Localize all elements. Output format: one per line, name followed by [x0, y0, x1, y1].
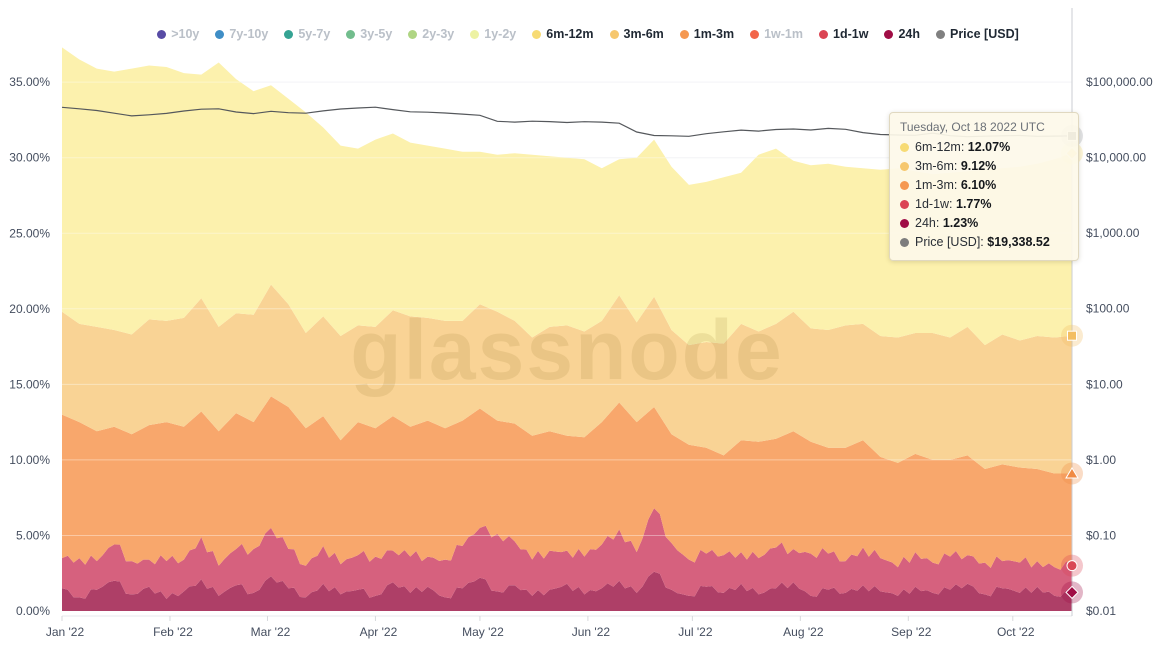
- x-axis-label: Aug '22: [783, 625, 824, 639]
- y-axis-left-label: 35.00%: [9, 75, 50, 89]
- tooltip-series-dot-icon: [900, 162, 909, 171]
- legend-item-price-usd[interactable]: Price [USD]: [935, 27, 1019, 41]
- x-axis-label: Jan '22: [46, 625, 85, 639]
- x-axis-label: Jul '22: [678, 625, 713, 639]
- y-axis-right-label: $0.10: [1086, 528, 1116, 542]
- y-axis-right-label: $10,000.00: [1086, 151, 1146, 165]
- legend-label: 1y-2y: [484, 27, 517, 41]
- area-24h[interactable]: [62, 571, 1072, 611]
- tooltip-date: Tuesday, Oct 18 2022 UTC: [900, 120, 1045, 134]
- y-axis-left-label: 15.00%: [9, 377, 50, 391]
- tooltip-row-price-usd: Price [USD]: $19,338.52: [900, 233, 1068, 252]
- y-axis-right-label: $10.00: [1086, 377, 1123, 391]
- legend-dot-icon: [884, 29, 894, 39]
- legend-dot-icon: [284, 29, 294, 39]
- legend-item-24h[interactable]: 24h: [884, 27, 920, 41]
- chart-legend: >10y 7y-10y 5y-7y 3y-5y 2y-3y 1y-2y 6m-12m 3m-6…: [0, 27, 1176, 41]
- legend-label: 1d-1w: [833, 27, 869, 41]
- legend-dot-icon: [750, 29, 760, 39]
- tooltip-row-1d-1w: 1d-1w: 1.77%: [900, 195, 1068, 214]
- legend-item-3m-6m[interactable]: 3m-6m: [609, 27, 664, 41]
- end-marker-24h[interactable]: [1065, 585, 1079, 600]
- x-axis-label: Jun '22: [572, 625, 611, 639]
- legend-dot-icon: [679, 29, 689, 39]
- tooltip-row-text: Price [USD]: $19,338.52: [915, 235, 1050, 249]
- tooltip-row-text: 1m-3m: 6.10%: [915, 178, 997, 192]
- legend-label: 3m-6m: [623, 27, 664, 41]
- legend-label: 3y-5y: [360, 27, 393, 41]
- legend-item-1d-1w[interactable]: 1d-1w: [819, 27, 868, 41]
- y-axis-left-label: 25.00%: [9, 226, 50, 240]
- tooltip-series-dot-icon: [900, 219, 909, 228]
- legend-item-1w-1m[interactable]: 1w-1m: [750, 27, 803, 41]
- y-axis-left-label: 10.00%: [9, 453, 50, 467]
- y-axis-right-label: $0.01: [1086, 604, 1116, 618]
- legend-dot-icon: [346, 29, 356, 39]
- legend-label: 24h: [898, 27, 920, 41]
- legend-dot-icon: [215, 29, 225, 39]
- legend-label: 6m-12m: [546, 27, 594, 41]
- legend-item-10y[interactable]: >10y: [157, 27, 199, 41]
- tooltip-row-3m-6m: 3m-6m: 9.12%: [900, 157, 1068, 176]
- tooltip-row-text: 24h: 1.23%: [915, 216, 979, 230]
- end-marker-3m-6m[interactable]: [1067, 330, 1077, 341]
- area-1d-1w[interactable]: [62, 508, 1072, 599]
- tooltip-row-text: 6m-12m: 12.07%: [915, 140, 1011, 154]
- legend-label: 5y-7y: [298, 27, 331, 41]
- y-axis-left-label: 5.00%: [16, 528, 50, 542]
- x-axis-label: Oct '22: [997, 625, 1035, 639]
- tooltip-series-dot-icon: [900, 238, 909, 247]
- x-axis-label: May '22: [462, 625, 504, 639]
- tooltip-row-24h: 24h: 1.23%: [900, 214, 1068, 233]
- legend-dot-icon: [935, 29, 945, 39]
- legend-dot-icon: [532, 29, 542, 39]
- legend-item-1y-2y[interactable]: 1y-2y: [470, 27, 516, 41]
- y-axis-right-label: $1,000.00: [1086, 226, 1140, 240]
- y-axis-left-label: 30.00%: [9, 151, 50, 165]
- legend-label: Price [USD]: [949, 27, 1019, 41]
- legend-label: >10y: [171, 27, 200, 41]
- tooltip-series-dot-icon: [900, 143, 909, 152]
- legend-dot-icon: [408, 29, 418, 39]
- area-3m-6m[interactable]: [62, 284, 1072, 474]
- y-axis-right-label: $100.00: [1086, 302, 1130, 316]
- legend-label: 1m-3m: [693, 27, 735, 41]
- tooltip-row-text: 3m-6m: 9.12%: [915, 159, 997, 173]
- legend-item-3y-5y[interactable]: 3y-5y: [346, 27, 392, 41]
- legend-item-5y-7y[interactable]: 5y-7y: [284, 27, 330, 41]
- x-axis-label: Feb '22: [153, 625, 193, 639]
- legend-label: 7y-10y: [229, 27, 269, 41]
- legend-item-1m-3m[interactable]: 1m-3m: [679, 27, 735, 41]
- y-axis-right-label: $1.00: [1086, 453, 1116, 467]
- chart-tooltip: Tuesday, Oct 18 2022 UTC 6m-12m: 12.07% 3…: [889, 112, 1079, 261]
- legend-item-7y-10y[interactable]: 7y-10y: [215, 27, 268, 41]
- legend-dot-icon: [470, 29, 480, 39]
- legend-label: 1w-1m: [764, 27, 803, 41]
- legend-item-6m-12m[interactable]: 6m-12m: [532, 27, 594, 41]
- tooltip-row-6m-12m: 6m-12m: 12.07%: [900, 138, 1068, 157]
- tooltip-row-text: 1d-1w: 1.77%: [915, 197, 992, 211]
- end-marker-1d-1w[interactable]: [1066, 560, 1078, 572]
- tooltip-row-1m-3m: 1m-3m: 6.10%: [900, 176, 1068, 195]
- x-axis-label: Sep '22: [891, 625, 932, 639]
- y-axis-left-label: 0.00%: [16, 604, 50, 618]
- legend-dot-icon: [609, 29, 619, 39]
- area-6m-12m[interactable]: [62, 47, 1072, 346]
- legend-label: 2y-3y: [422, 27, 455, 41]
- legend-dot-icon: [157, 29, 167, 39]
- end-marker-1m-3m[interactable]: [1065, 467, 1079, 479]
- area-1m-3m[interactable]: [62, 396, 1072, 570]
- tooltip-series-dot-icon: [900, 181, 909, 190]
- x-axis-label: Apr '22: [360, 625, 398, 639]
- y-axis-left-label: 20.00%: [9, 302, 50, 316]
- y-axis-right-label: $100,000.00: [1086, 75, 1153, 89]
- legend-item-2y-3y[interactable]: 2y-3y: [408, 27, 454, 41]
- x-axis-label: Mar '22: [251, 625, 291, 639]
- tooltip-series-dot-icon: [900, 200, 909, 209]
- legend-dot-icon: [819, 29, 828, 39]
